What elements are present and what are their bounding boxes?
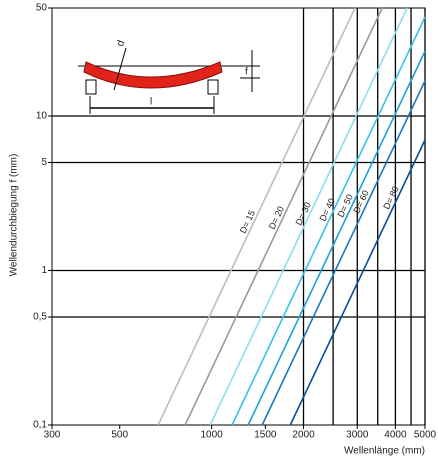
series-line — [157, 7, 356, 426]
y-tick-label: 0,1 — [33, 420, 47, 431]
x-axis-label: Wellenlänge (mm) — [344, 446, 425, 457]
inset-shaft — [83, 61, 223, 89]
y-tick-label: 50 — [36, 3, 48, 14]
series-line — [209, 7, 408, 426]
x-tick-label: 500 — [111, 430, 128, 441]
x-tick-label: 4000 — [384, 430, 407, 441]
series-line — [289, 139, 426, 426]
x-tick-label: 3000 — [346, 430, 369, 441]
x-tick-label: 5000 — [414, 430, 437, 441]
x-tick-label: 1000 — [200, 430, 223, 441]
series-line — [261, 80, 426, 426]
y-tick-label: 10 — [36, 111, 48, 122]
x-tick-label: 2000 — [292, 430, 315, 441]
y-axis-label: Wellendurchbiegung f (mm) — [9, 154, 20, 277]
y-tick-label: 5 — [41, 157, 47, 168]
inset-support — [207, 79, 219, 95]
inset-label: f — [245, 67, 248, 78]
plot-frame — [51, 7, 426, 426]
inset-support — [85, 79, 97, 95]
inset-dim — [113, 47, 127, 91]
inset-label: l — [150, 97, 152, 108]
series-line — [247, 50, 426, 426]
series-line — [184, 7, 383, 426]
series-line — [231, 16, 426, 426]
y-tick-label: 1 — [41, 265, 47, 276]
x-tick-label: 1500 — [254, 430, 277, 441]
y-tick-label: 0,5 — [33, 312, 47, 323]
x-tick-label: 300 — [44, 430, 61, 441]
inset-diagram: d f l — [58, 22, 273, 117]
inset-label: d — [115, 39, 127, 48]
